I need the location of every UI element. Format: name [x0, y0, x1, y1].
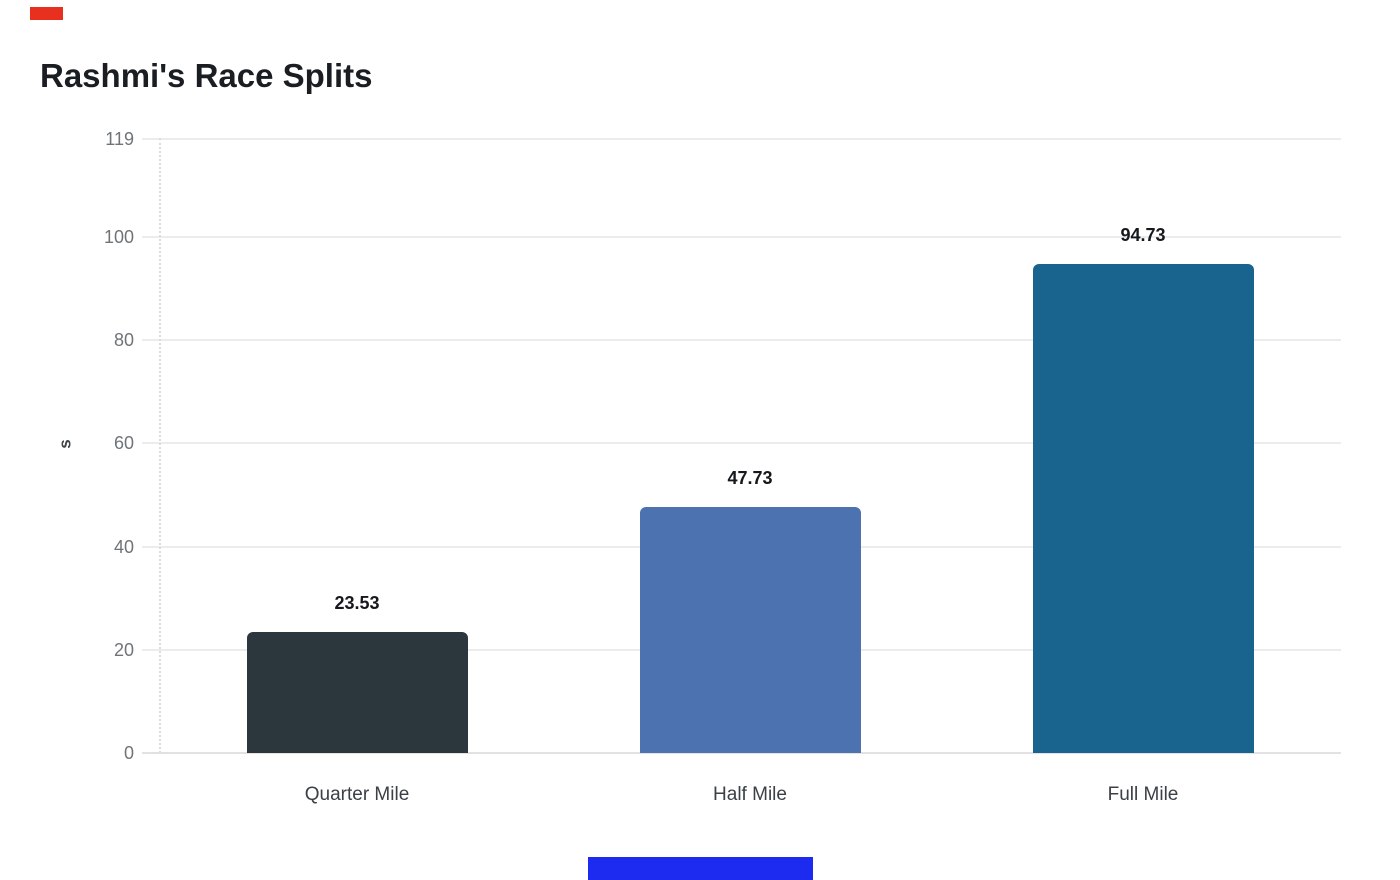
y-tick-label: 119 — [105, 129, 134, 149]
bar-value-label: 94.73 — [1120, 225, 1166, 246]
bar-full-mile — [1032, 264, 1254, 753]
x-tick-label: Quarter Mile — [304, 784, 410, 805]
bar-quarter-mile — [246, 631, 468, 753]
y-axis-dotted-line — [159, 138, 161, 753]
gridline — [142, 138, 1341, 140]
bar-half-mile — [639, 506, 861, 753]
y-tick-label: 80 — [113, 330, 134, 351]
x-tick-label: Full Mile — [1107, 784, 1179, 805]
chart-title: Rashmi's Race Splits — [40, 57, 373, 94]
bottom-blue-marker — [588, 857, 813, 880]
bar-value-label: 47.73 — [727, 467, 773, 488]
y-tick-label: 100 — [103, 227, 134, 248]
x-tick-label: Half Mile — [713, 784, 787, 805]
bar-value-label: 23.53 — [334, 592, 380, 613]
y-tick-label: 20 — [113, 639, 134, 660]
gridline — [142, 236, 1341, 239]
y-tick-label: 40 — [113, 536, 134, 557]
y-tick-label: 60 — [113, 433, 134, 454]
gridline — [142, 442, 1341, 445]
top-left-red-marker — [30, 7, 63, 20]
y-tick-label: 0 — [123, 743, 134, 763]
gridline — [142, 339, 1341, 342]
x-axis-baseline — [142, 752, 1341, 754]
